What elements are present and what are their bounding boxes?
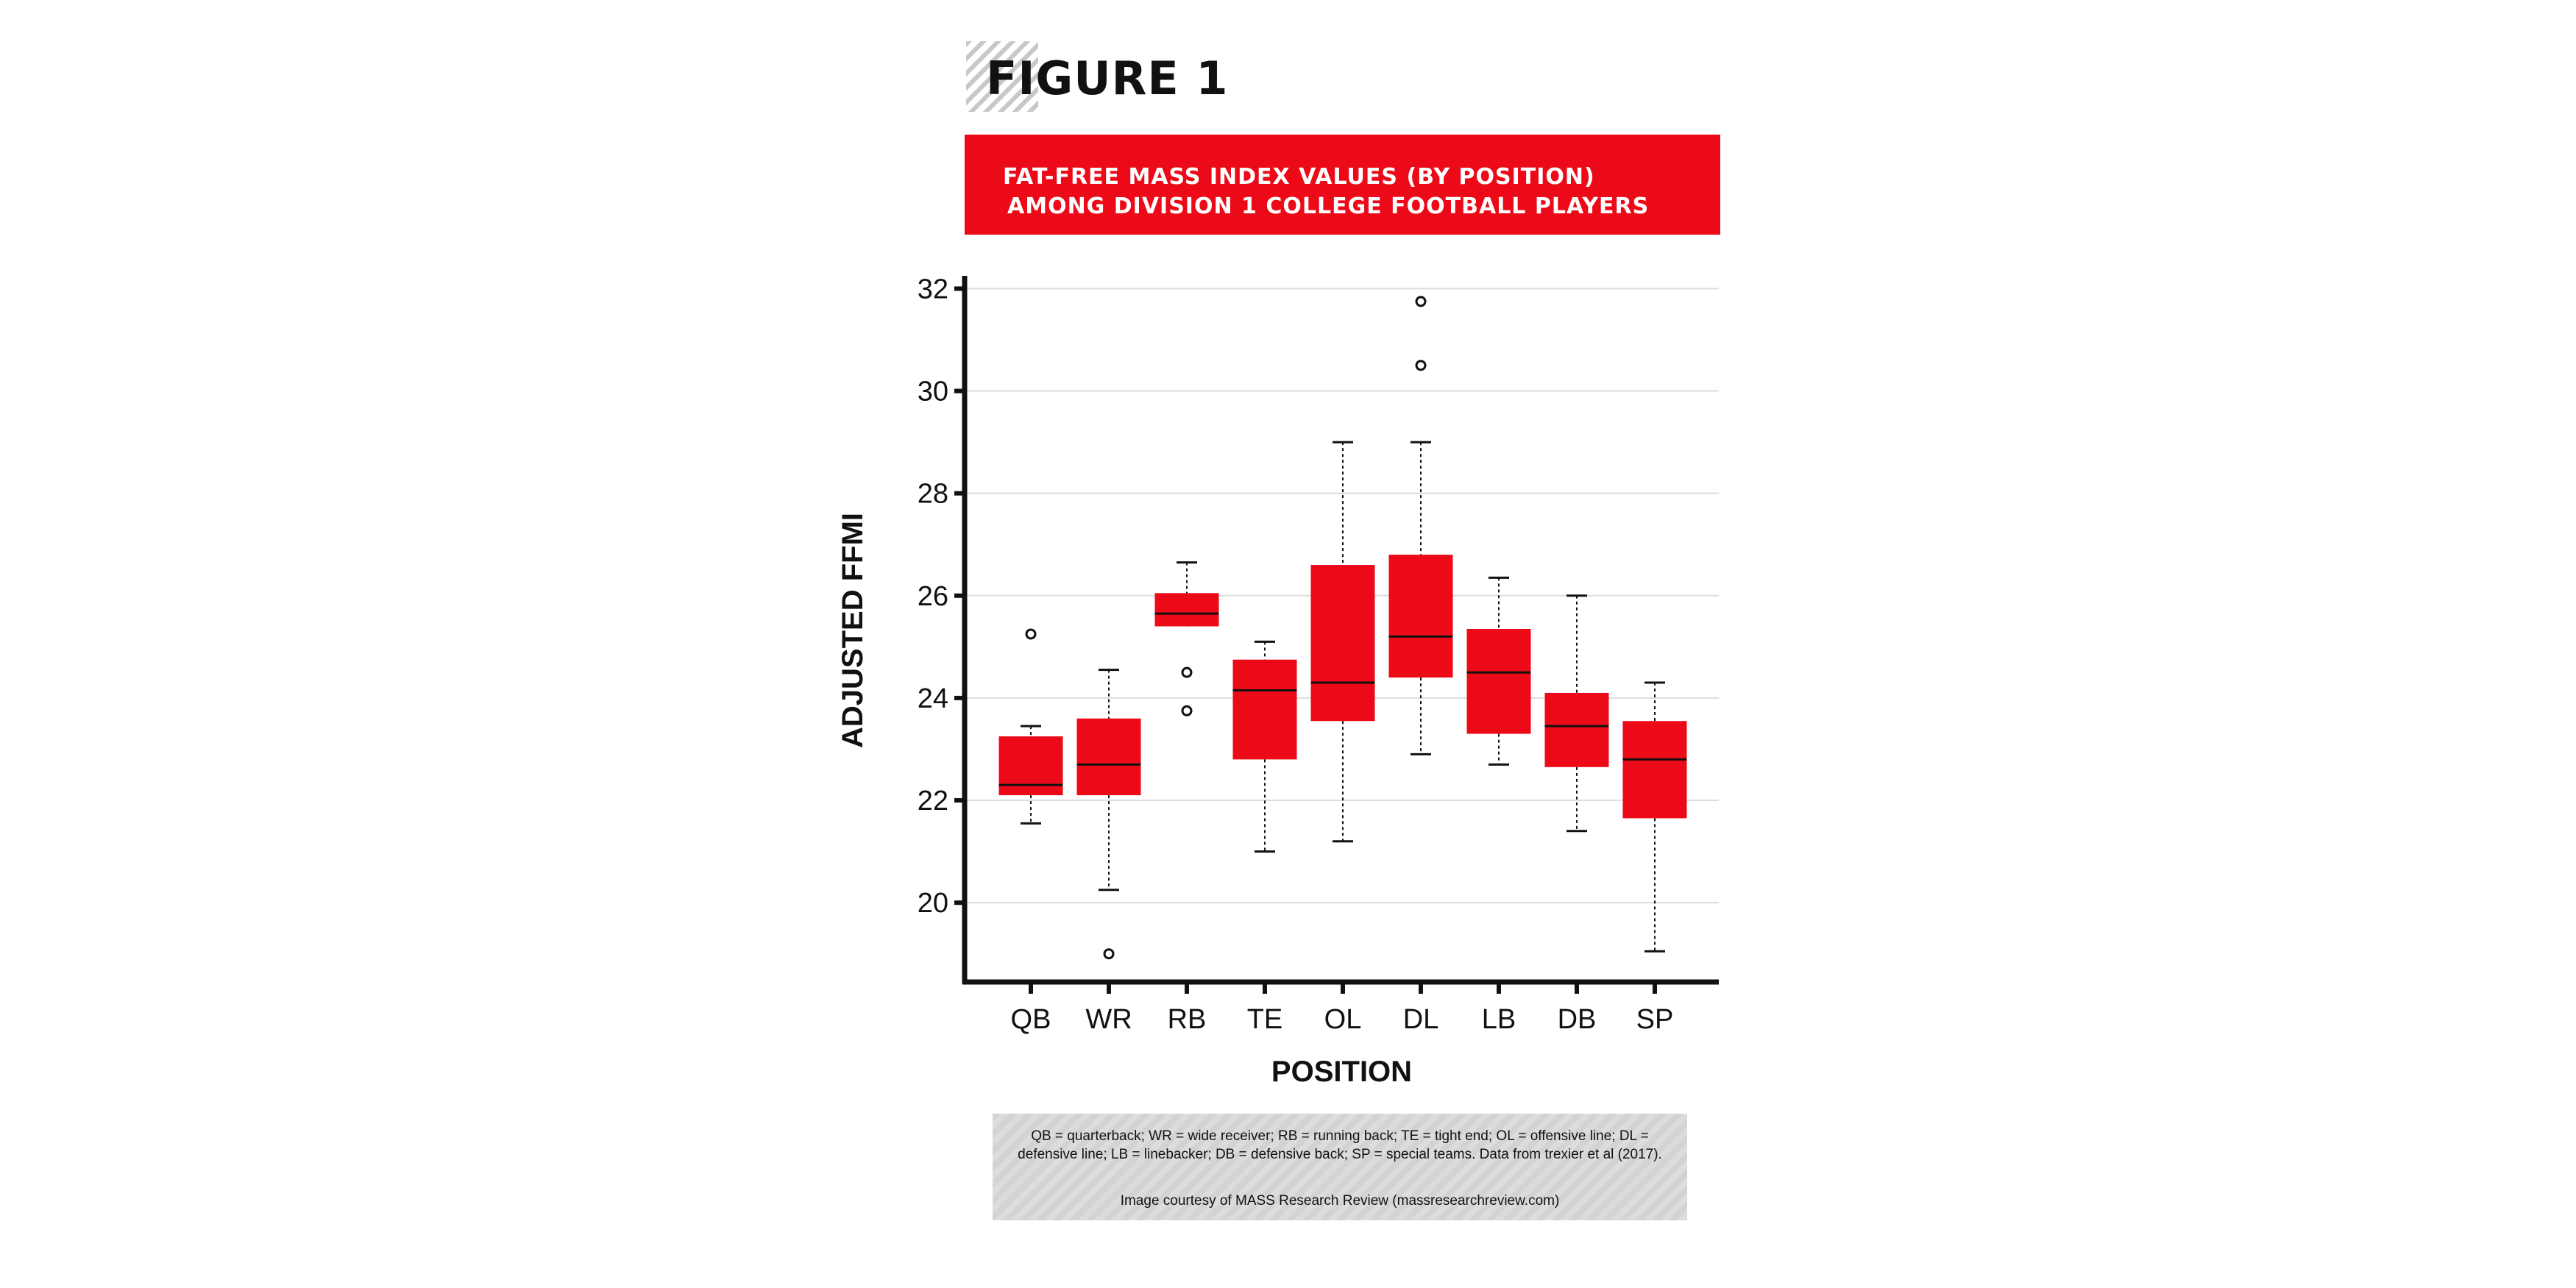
caption-credit: Image courtesy of MASS Research Review (… (1120, 1193, 1560, 1209)
title-hatch-decoration (966, 41, 1038, 112)
y-tick-label: 28 (918, 479, 948, 510)
box-te (1232, 659, 1297, 760)
caption-text: QB = quarterback; WR = wide receiver; RB… (1018, 1128, 1662, 1162)
box-db (1544, 692, 1609, 767)
x-tick-label: OL (1324, 1004, 1362, 1035)
chart-title-line-2: AMONG DIVISION 1 COLLEGE FOOTBALL PLAYER… (1007, 193, 1650, 219)
outlier-point (1181, 666, 1193, 678)
x-axis-title: POSITION (1271, 1056, 1412, 1088)
y-tick-label: 24 (918, 683, 948, 714)
y-tick-label: 30 (918, 377, 948, 408)
outlier-point (1103, 948, 1115, 960)
box-lb (1466, 629, 1531, 734)
caption-box: QB = quarterback; WR = wide receiver; RB… (993, 1114, 1687, 1220)
box-wr (1076, 718, 1141, 796)
y-tick-label: 20 (918, 888, 948, 919)
box-ol (1310, 565, 1375, 722)
chart-title-banner: FAT-FREE MASS INDEX VALUES (BY POSITION)… (965, 135, 1720, 235)
x-tick-label: QB (1011, 1004, 1051, 1035)
outlier-point (1415, 296, 1427, 307)
y-axis-title: ADJUSTED FFMI (837, 513, 869, 748)
y-tick-label: 22 (918, 786, 948, 816)
box-dl (1388, 555, 1453, 678)
y-tick-label: 26 (918, 581, 948, 612)
x-tick-label: DB (1558, 1004, 1597, 1035)
outlier-point (1181, 705, 1193, 716)
y-tick-label: 32 (918, 274, 948, 305)
box-rb (1154, 593, 1219, 627)
chart-title-line-1: FAT-FREE MASS INDEX VALUES (BY POSITION) (1003, 164, 1595, 190)
figure-label: FIGURE 1 (986, 51, 1229, 105)
x-tick-label: RB (1168, 1004, 1207, 1035)
x-tick-label: LB (1482, 1004, 1516, 1035)
box-sp (1622, 721, 1687, 819)
x-tick-label: TE (1247, 1004, 1283, 1035)
x-tick-label: DL (1403, 1004, 1439, 1035)
outlier-point (1025, 628, 1037, 640)
x-tick-label: SP (1636, 1004, 1674, 1035)
x-tick-label: WR (1085, 1004, 1132, 1035)
box-qb (998, 736, 1063, 796)
outlier-point (1415, 360, 1427, 371)
